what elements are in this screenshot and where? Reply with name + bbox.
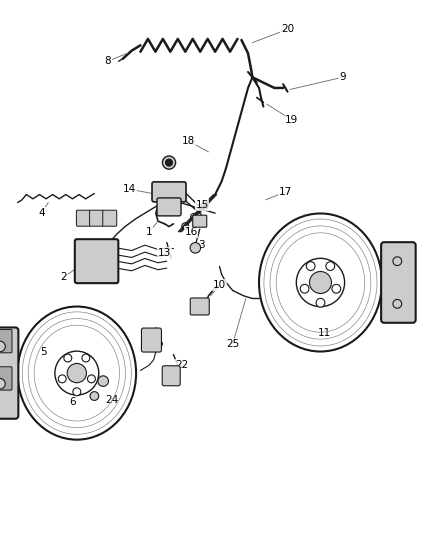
FancyBboxPatch shape [74,239,118,283]
Text: 21: 21 [149,331,162,341]
Circle shape [55,351,99,395]
Text: 4: 4 [38,208,45,218]
Text: 24: 24 [105,395,118,405]
Circle shape [73,388,81,395]
Text: 10: 10 [212,280,226,290]
Circle shape [315,298,324,307]
FancyBboxPatch shape [89,210,103,226]
Circle shape [162,156,175,169]
FancyBboxPatch shape [152,182,186,202]
FancyBboxPatch shape [0,367,12,390]
Circle shape [325,262,334,270]
FancyBboxPatch shape [141,328,161,352]
Circle shape [90,392,99,400]
Text: 25: 25 [226,339,239,349]
FancyBboxPatch shape [0,329,12,353]
Ellipse shape [258,214,381,352]
Text: 15: 15 [195,200,208,210]
Text: 1: 1 [145,227,152,237]
Text: 6: 6 [69,398,76,407]
Text: 3: 3 [198,240,205,250]
Text: 17: 17 [278,187,291,197]
Text: 8: 8 [104,56,111,66]
Circle shape [309,271,331,294]
Text: 5: 5 [40,347,47,357]
Circle shape [331,285,340,293]
Circle shape [82,354,90,362]
FancyBboxPatch shape [190,298,209,315]
Circle shape [306,262,314,270]
FancyBboxPatch shape [76,210,90,226]
Circle shape [58,375,66,383]
Ellipse shape [18,306,136,440]
Circle shape [0,378,5,389]
Circle shape [165,159,172,166]
Circle shape [190,243,200,253]
FancyBboxPatch shape [162,366,180,386]
Circle shape [0,341,5,352]
FancyBboxPatch shape [0,327,18,419]
Text: 19: 19 [285,115,298,125]
Text: 14: 14 [123,184,136,194]
Circle shape [67,364,86,383]
FancyBboxPatch shape [102,210,117,226]
Text: 13: 13 [158,248,171,258]
Text: 11: 11 [318,328,331,338]
Text: 16: 16 [184,227,197,237]
Text: 9: 9 [338,72,345,82]
Text: 2: 2 [60,272,67,282]
Text: 20: 20 [280,25,293,34]
FancyBboxPatch shape [192,215,206,227]
Circle shape [392,257,401,265]
Circle shape [98,376,108,386]
Text: 22: 22 [175,360,188,370]
Circle shape [87,375,95,383]
Circle shape [300,285,308,293]
Text: 18: 18 [182,136,195,146]
FancyBboxPatch shape [157,198,180,216]
Circle shape [64,354,71,362]
Circle shape [392,300,401,308]
FancyBboxPatch shape [380,242,415,323]
Circle shape [296,259,344,306]
